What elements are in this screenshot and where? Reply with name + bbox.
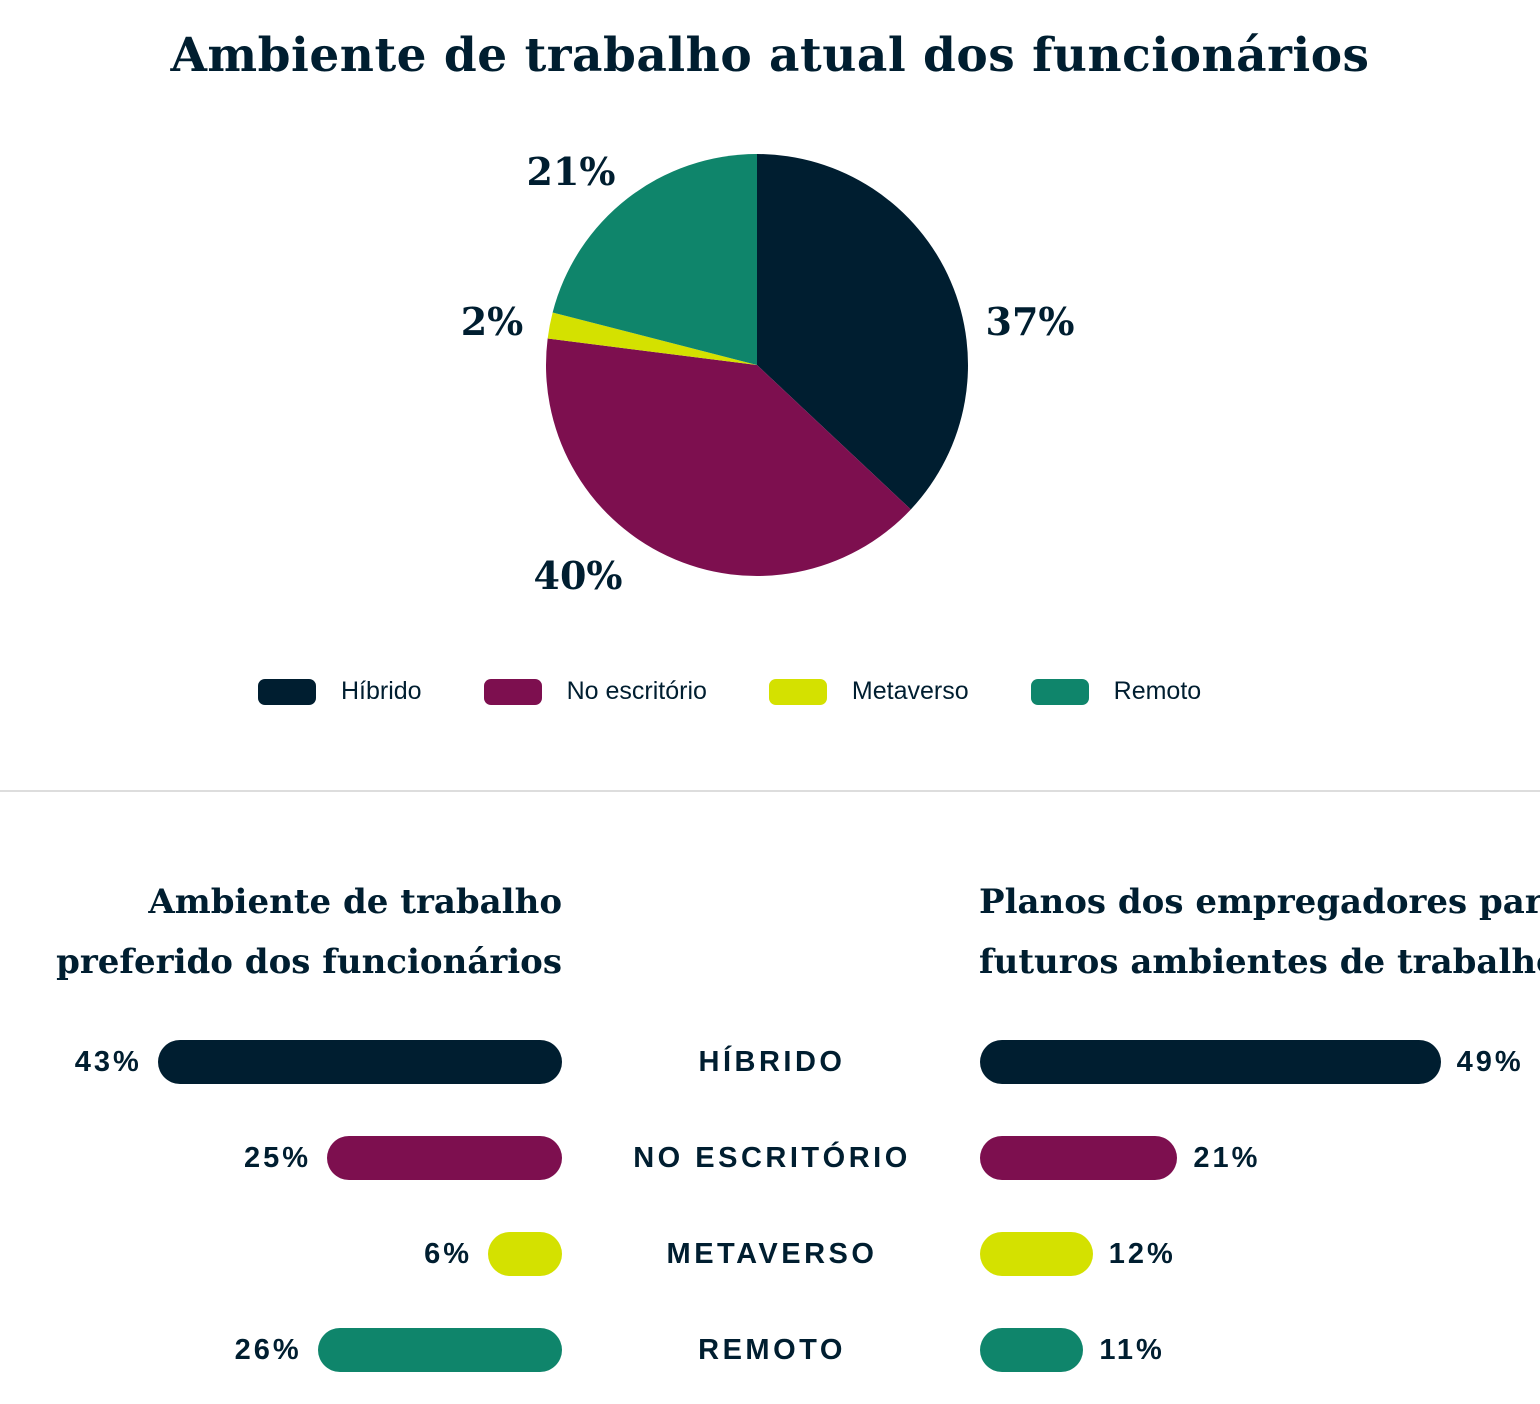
title-line: Planos dos empregadores para (979, 882, 1540, 922)
pie-data-label: 40% (534, 553, 623, 598)
left-bar (488, 1232, 562, 1276)
bar-row: 26% REMOTO 11% (0, 1328, 1540, 1372)
bar-row: 43% HÍBRIDO 49% (0, 1040, 1540, 1084)
left-bar-label: 6% (424, 1238, 472, 1270)
pie-data-label: 37% (986, 299, 1075, 344)
legend-swatch (258, 678, 316, 705)
left-bar (317, 1328, 562, 1372)
bar-row: 6% METAVERSO 12% (0, 1232, 1540, 1276)
left-bar-label: 43% (74, 1046, 142, 1078)
title-line: preferido dos funcionários (56, 942, 562, 982)
legend-label: Metaverso (851, 677, 969, 705)
chart-title: Ambiente de trabalho atual dos funcionár… (170, 28, 1370, 83)
category-label: REMOTO (698, 1334, 846, 1366)
legend-label: Híbrido (341, 677, 422, 705)
legend-swatch (483, 678, 542, 705)
legend-swatch (1030, 678, 1089, 705)
pie-slice-3 (552, 154, 757, 365)
category-label: METAVERSO (666, 1238, 878, 1270)
right-bar (980, 1328, 1084, 1372)
bar-row: 25% NO ESCRITÓRIO 21% (0, 1136, 1540, 1180)
legend-label: No escritório (566, 677, 707, 705)
divider (0, 790, 1540, 792)
right-bar (980, 1040, 1441, 1084)
left-bar-label: 25% (243, 1142, 311, 1174)
right-bar (980, 1136, 1178, 1180)
category-label: HÍBRIDO (698, 1046, 846, 1078)
legend: Híbrido No escritório Metaverso Remoto (258, 677, 1263, 706)
legend-item-no-escritorio: No escritório (483, 677, 707, 706)
left-bar (327, 1136, 562, 1180)
left-bar-label: 26% (234, 1334, 302, 1366)
right-chart-title: Planos dos empregadores para futuros ambi… (979, 872, 1540, 992)
pie-data-label: 21% (527, 149, 616, 194)
legend-item-remoto: Remoto (1030, 677, 1202, 706)
legend-item-metaverso: Metaverso (768, 677, 969, 706)
pie-slice-0 (757, 154, 969, 510)
right-bar-label: 21% (1193, 1142, 1261, 1174)
category-label: NO ESCRITÓRIO (633, 1142, 911, 1174)
left-bar (157, 1040, 562, 1084)
right-bar-label: 12% (1108, 1238, 1176, 1270)
pie-slice-2 (547, 312, 757, 365)
legend-item-hibrido: Híbrido (258, 677, 422, 706)
pie-slice-1 (546, 338, 911, 577)
legend-label: Remoto (1113, 677, 1202, 705)
legend-swatch (768, 678, 827, 705)
title-line: futuros ambientes de trabalho (979, 942, 1540, 982)
pie-data-label: 2% (461, 299, 524, 344)
title-line: Ambiente de trabalho (148, 882, 562, 922)
right-bar-label: 49% (1456, 1046, 1524, 1078)
right-bar-label: 11% (1099, 1334, 1165, 1366)
left-chart-title: Ambiente de trabalho preferido dos funcio… (56, 872, 562, 992)
right-bar (980, 1232, 1093, 1276)
pie-chart: 37% 40% 2% 21% (461, 149, 1075, 598)
